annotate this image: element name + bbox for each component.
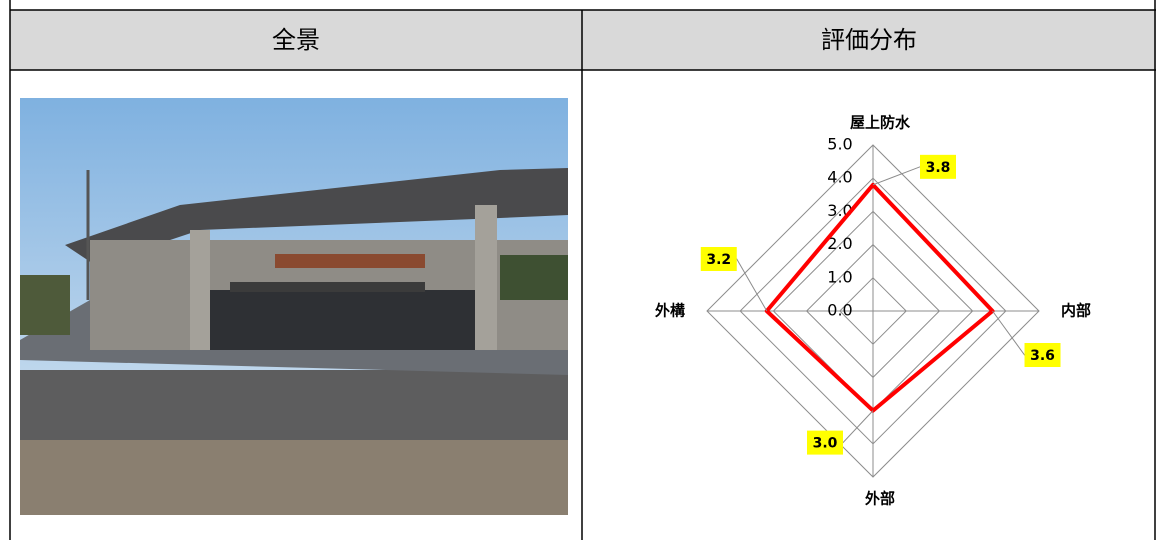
header-cell: 全景	[272, 26, 320, 54]
data-label-box	[700, 247, 737, 271]
category-label: 外構	[654, 302, 685, 320]
category-label: 内部	[1061, 302, 1091, 320]
data-label: 3.0	[813, 436, 838, 452]
tick-label: 0.0	[827, 301, 852, 320]
tick-label: 2.0	[827, 234, 852, 253]
tick-label: 1.0	[827, 267, 852, 286]
tick-label: 4.0	[827, 168, 852, 187]
data-label-box	[1024, 343, 1061, 367]
data-label: 3.8	[926, 160, 951, 176]
header-row	[10, 10, 1156, 70]
header-cell: 評価分布	[821, 26, 917, 54]
category-label: 外部	[864, 490, 895, 508]
data-label-box	[807, 430, 843, 455]
table-borders	[9, 0, 1156, 540]
data-label: 3.6	[1030, 348, 1055, 364]
data-label-box	[920, 154, 956, 179]
tick-label: 5.0	[827, 135, 852, 154]
data-label: 3.2	[706, 252, 731, 268]
photo	[20, 98, 568, 515]
category-label: 屋上防水	[850, 114, 911, 132]
